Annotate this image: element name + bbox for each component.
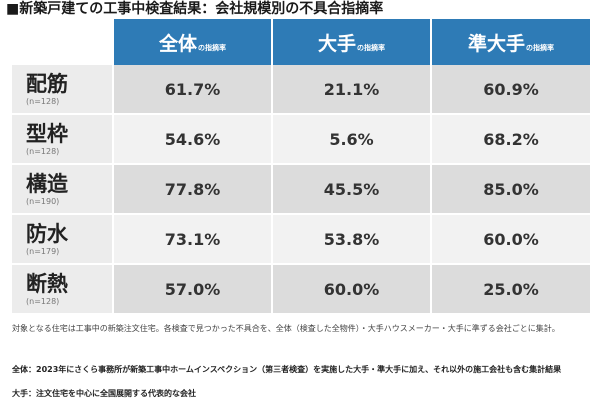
row-header-name: 断熱	[26, 271, 68, 296]
row-header-sample-size: (n=179)	[26, 246, 60, 256]
cell-overall: 77.8%	[112, 165, 271, 215]
table-row: 防水 (n=179) 73.1% 53.8% 60.0%	[12, 215, 590, 265]
row-header-sample-size: (n=128)	[26, 96, 60, 106]
page-title: ■新築戸建ての工事中検査結果：会社規模別の不具合指摘率	[6, 1, 384, 17]
table-row: 配筋 (n=128) 61.7% 21.1% 60.9%	[12, 65, 590, 115]
row-header-name: 防水	[26, 221, 68, 246]
cell-overall: 61.7%	[112, 65, 271, 115]
row-header: 断熱 (n=128)	[12, 265, 112, 315]
results-table: 全体の指摘率 大手の指摘率 準大手の指摘率 配筋 (n=128) 61.7% 2…	[12, 19, 590, 315]
cell-major: 5.6%	[271, 115, 430, 165]
column-header-sublabel: の指摘率	[198, 43, 226, 52]
column-header-overall: 全体の指摘率	[112, 19, 271, 65]
cell-overall: 54.6%	[112, 115, 271, 165]
cell-major: 21.1%	[271, 65, 430, 115]
cell-major: 60.0%	[271, 265, 430, 315]
column-header-label: 準大手	[467, 32, 525, 55]
row-header-name: 構造	[26, 171, 68, 196]
cell-overall: 73.1%	[112, 215, 271, 265]
row-header-sample-size: (n=190)	[26, 196, 60, 206]
table-row: 断熱 (n=128) 57.0% 60.0% 25.0%	[12, 265, 590, 315]
row-header: 配筋 (n=128)	[12, 65, 112, 115]
table-note: 対象となる住宅は工事中の新築注文住宅。各検査で見つかった不具合を、全体（検査した…	[12, 324, 560, 333]
column-header-major: 大手の指摘率	[271, 19, 430, 65]
cell-semi-major: 68.2%	[430, 115, 590, 165]
cell-semi-major: 60.9%	[430, 65, 590, 115]
column-header-label: 全体	[158, 32, 197, 55]
cell-semi-major: 85.0%	[430, 165, 590, 215]
column-header-sublabel: の指摘率	[526, 43, 554, 52]
definition-overall: 全体：2023年にさくら事務所が新築工事中ホームインスペクション（第三者検査）を…	[12, 365, 562, 374]
definition-major: 大手：注文住宅を中心に全国展開する代表的な会社	[12, 389, 196, 398]
column-header-sublabel: の指摘率	[357, 43, 385, 52]
table-row: 構造 (n=190) 77.8% 45.5% 85.0%	[12, 165, 590, 215]
column-header-semi-major: 準大手の指摘率	[430, 19, 590, 65]
row-header-sample-size: (n=128)	[26, 146, 60, 156]
row-header-name: 型枠	[26, 121, 68, 146]
cell-major: 53.8%	[271, 215, 430, 265]
row-header: 構造 (n=190)	[12, 165, 112, 215]
table-header-row: 全体の指摘率 大手の指摘率 準大手の指摘率	[12, 19, 590, 65]
row-header-name: 配筋	[26, 71, 68, 96]
cell-semi-major: 60.0%	[430, 215, 590, 265]
row-header-sample-size: (n=128)	[26, 296, 60, 306]
row-header: 防水 (n=179)	[12, 215, 112, 265]
header-corner	[12, 19, 112, 65]
column-header-label: 大手	[317, 32, 356, 55]
cell-semi-major: 25.0%	[430, 265, 590, 315]
cell-major: 45.5%	[271, 165, 430, 215]
cell-overall: 57.0%	[112, 265, 271, 315]
row-header: 型枠 (n=128)	[12, 115, 112, 165]
table-row: 型枠 (n=128) 54.6% 5.6% 68.2%	[12, 115, 590, 165]
